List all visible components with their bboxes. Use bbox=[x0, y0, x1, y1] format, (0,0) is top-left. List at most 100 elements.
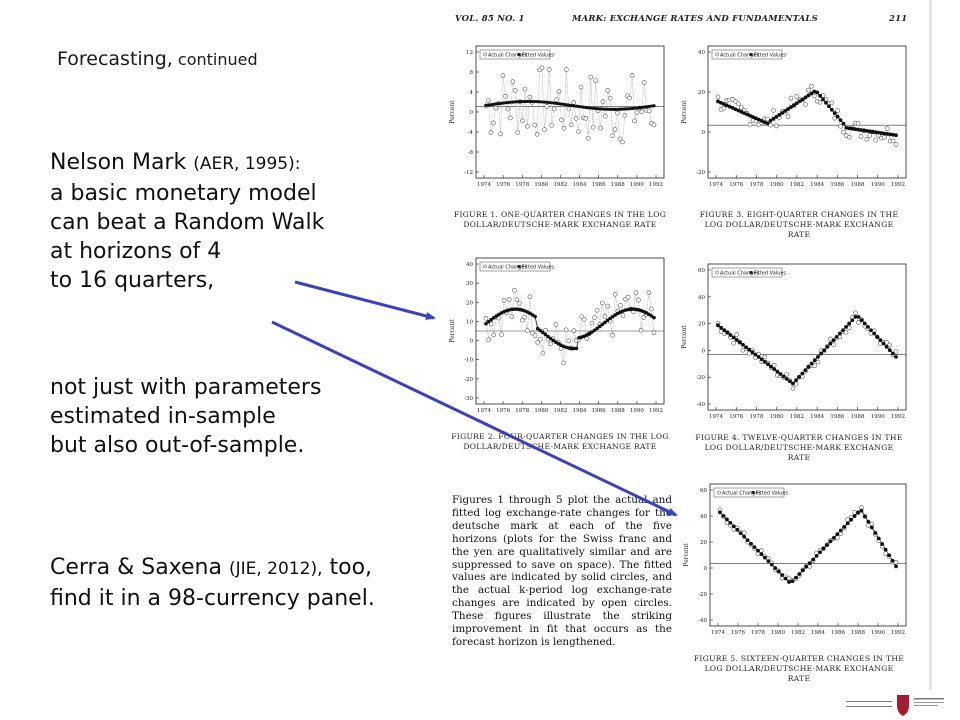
fitted-point bbox=[553, 340, 558, 344]
actual-point bbox=[576, 129, 581, 134]
x-tick-label: 1978 bbox=[751, 630, 765, 636]
actual-point bbox=[510, 79, 516, 84]
fitted-point bbox=[605, 318, 610, 323]
fitted-point bbox=[733, 107, 738, 112]
citation: (AER, 1995): bbox=[193, 154, 301, 174]
line-text: Nelson Mark bbox=[50, 150, 194, 175]
fitted-point bbox=[596, 107, 600, 111]
fitted-point bbox=[518, 100, 522, 104]
fitted-point bbox=[625, 107, 629, 111]
fitted-point bbox=[887, 348, 892, 353]
fitted-point bbox=[834, 335, 839, 339]
fitted-point bbox=[821, 546, 826, 551]
caption-line: FIGURE 2. FOUR-QUARTER CHANGES IN THE LO… bbox=[451, 432, 669, 441]
fitted-point bbox=[784, 376, 789, 381]
fitted-point bbox=[535, 100, 539, 104]
fitted-point bbox=[859, 508, 864, 513]
actual-point bbox=[890, 138, 896, 144]
fitted-point bbox=[759, 119, 764, 123]
actual-point bbox=[847, 134, 852, 140]
fitted-point bbox=[766, 559, 771, 564]
fitted-point bbox=[548, 336, 553, 341]
caption-line: FIGURE 1. ONE-QUARTER CHANGES IN THE LOG bbox=[453, 210, 667, 219]
x-tick-label: 1992 bbox=[649, 182, 663, 188]
fitted-point bbox=[728, 520, 733, 525]
actual-point bbox=[634, 110, 640, 115]
actual-point bbox=[747, 122, 753, 127]
actual-point bbox=[641, 315, 646, 320]
x-tick-label: 1984 bbox=[573, 408, 587, 414]
fitted-point bbox=[725, 330, 730, 335]
x-tick-label: 1986 bbox=[831, 630, 845, 636]
actual-point bbox=[551, 106, 557, 112]
fitted-point bbox=[878, 338, 883, 343]
fitted-point bbox=[587, 331, 592, 336]
x-tick-label: 1988 bbox=[611, 182, 625, 188]
fitted-point bbox=[789, 105, 793, 110]
fitted-point bbox=[754, 116, 758, 121]
fitted-point bbox=[804, 564, 809, 569]
fitted-point bbox=[883, 547, 888, 552]
fitted-point bbox=[838, 118, 843, 123]
y-tick-label: 20 bbox=[700, 540, 707, 546]
text-line: find it in a 98-currency panel. bbox=[50, 584, 375, 613]
fitted-point bbox=[494, 314, 499, 318]
actual-point bbox=[532, 122, 537, 128]
actual-point bbox=[636, 297, 641, 303]
fitted-point bbox=[879, 131, 884, 135]
plot-frame bbox=[707, 263, 907, 411]
fitted-point bbox=[880, 542, 885, 546]
fitted-point bbox=[721, 102, 726, 106]
caption-line: FIGURE 5. SIXTEEN-QUARTER CHANGES IN THE bbox=[693, 654, 905, 663]
text-block-out-of-sample: not just with parameters estimated in-sa… bbox=[50, 373, 321, 460]
plot-frame bbox=[709, 483, 907, 627]
fitted-point bbox=[540, 100, 544, 104]
actual-point bbox=[784, 371, 790, 377]
figure-3-caption: FIGURE 3. EIGHT-QUARTER CHANGES IN THE L… bbox=[688, 210, 910, 240]
actual-point bbox=[508, 115, 513, 121]
actual-point bbox=[788, 95, 794, 101]
x-tick-label: 1984 bbox=[810, 414, 824, 420]
x-tick-label: 1980 bbox=[771, 630, 785, 636]
fitted-point bbox=[859, 128, 863, 132]
actual-point bbox=[592, 315, 597, 320]
fitted-point bbox=[818, 550, 822, 555]
fitted-point bbox=[825, 344, 830, 349]
text-line: estimated in-sample bbox=[50, 404, 276, 429]
actual-point bbox=[486, 98, 491, 103]
y-axis-label: Percent bbox=[449, 319, 456, 343]
fitted-point bbox=[528, 99, 532, 104]
actual-point bbox=[602, 314, 608, 319]
fitted-point bbox=[484, 321, 488, 326]
fitted-point bbox=[888, 132, 893, 137]
fitted-point bbox=[652, 315, 656, 320]
y-axis-label: Percent bbox=[449, 100, 456, 124]
actual-point bbox=[525, 328, 530, 333]
actual-point bbox=[506, 297, 512, 302]
fitted-point bbox=[535, 326, 540, 331]
x-tick-label: 1980 bbox=[534, 408, 548, 414]
y-axis-label: Percent bbox=[683, 543, 690, 567]
fitted-point bbox=[728, 333, 733, 337]
fitted-point bbox=[730, 106, 735, 110]
legend-actual-label: Actual Changes bbox=[488, 264, 527, 270]
fitted-point bbox=[819, 351, 823, 356]
fitted-point bbox=[756, 355, 761, 359]
x-tick-label: 1990 bbox=[871, 414, 885, 420]
x-tick-label: 1990 bbox=[630, 408, 644, 414]
y-tick-label: 0 bbox=[704, 566, 708, 572]
text-block-mark: Nelson Mark (AER, 1995): a basic monetar… bbox=[50, 148, 324, 295]
fitted-point bbox=[751, 115, 755, 119]
fitted-point bbox=[742, 111, 747, 116]
fitted-point bbox=[835, 532, 840, 537]
actual-point bbox=[505, 106, 511, 112]
fitted-point bbox=[731, 335, 736, 340]
fitted-point bbox=[831, 535, 836, 540]
fitted-point bbox=[829, 107, 834, 112]
fitted-point bbox=[550, 101, 554, 105]
fitted-point bbox=[811, 557, 816, 562]
legend-fitted-label: Fitted Values bbox=[522, 264, 554, 270]
fitted-point bbox=[806, 93, 811, 98]
fitted-point bbox=[745, 538, 750, 543]
